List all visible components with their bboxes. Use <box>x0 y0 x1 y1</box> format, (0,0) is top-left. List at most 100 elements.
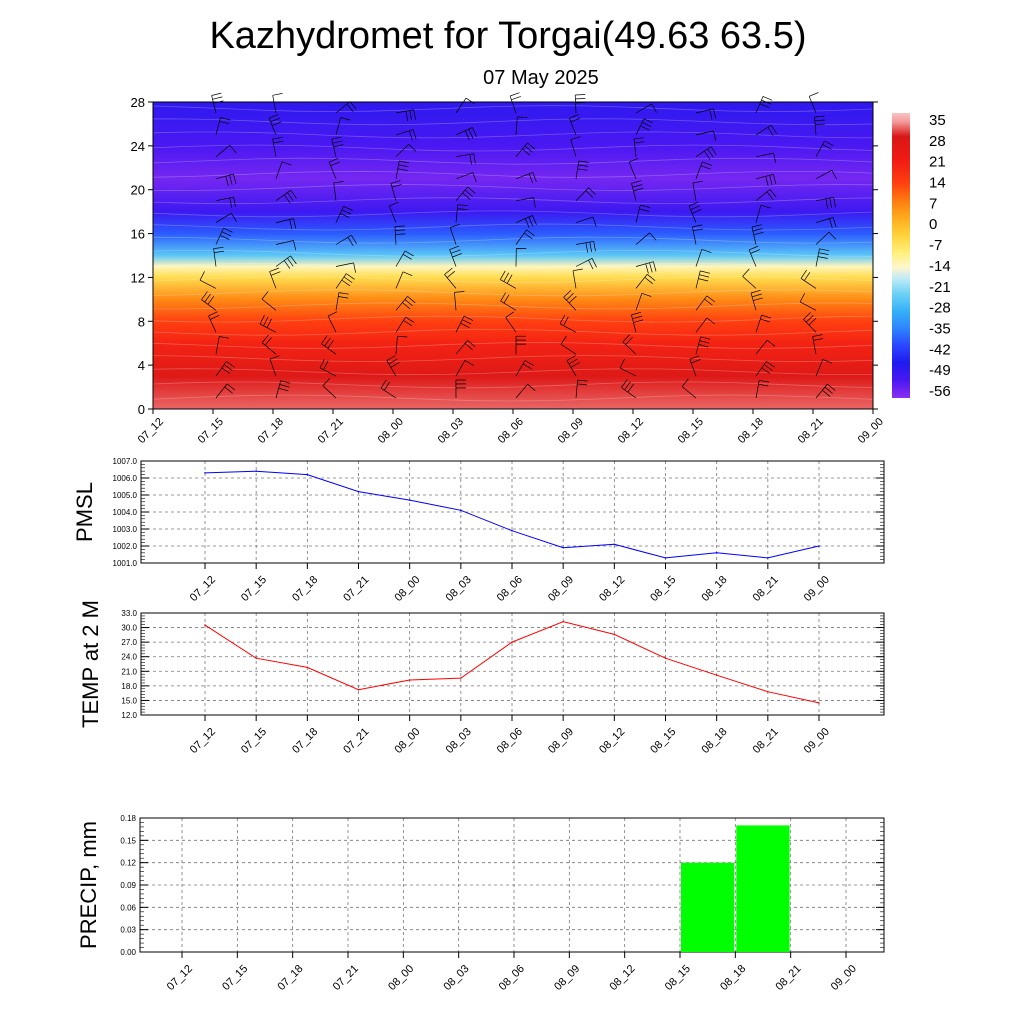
wind-barb <box>695 161 712 179</box>
wind-barb <box>515 197 536 208</box>
wind-barb <box>268 114 282 136</box>
y-tick-label: 1006.0 <box>113 474 138 483</box>
y-tick-label: 27.0 <box>121 638 137 647</box>
x-tick-label: 07_18 <box>275 963 305 993</box>
wind-barb <box>695 108 717 120</box>
data-point <box>460 509 462 512</box>
y-tick-label: 0.12 <box>120 859 136 868</box>
wind-barb <box>215 117 231 135</box>
wind-barb <box>395 160 410 179</box>
wind-barb <box>395 296 416 311</box>
wind-barb <box>215 336 230 355</box>
wind-barb <box>328 157 340 179</box>
wind-barb <box>269 267 281 289</box>
data-point <box>715 552 718 554</box>
contour-line <box>152 197 874 205</box>
x-tick-label: 08_03 <box>444 574 474 604</box>
wind-barb <box>695 270 711 289</box>
x-tick-label: 08_00 <box>392 574 422 604</box>
wind-barb <box>635 103 657 114</box>
wind-barb <box>509 92 521 114</box>
wind-barb <box>572 268 583 289</box>
y-tick-label: 21.0 <box>121 667 137 676</box>
wind-barb <box>275 189 297 204</box>
wind-barb <box>335 101 357 114</box>
colorbar-label: 21 <box>929 154 946 171</box>
x-tick-label: 07_15 <box>239 574 269 604</box>
wind-barb <box>500 292 517 311</box>
contour-line <box>152 118 874 126</box>
x-tick-label: 07_12 <box>136 416 166 446</box>
wind-barb <box>750 289 763 311</box>
wind-barb <box>515 384 536 399</box>
wind-barb <box>215 227 233 245</box>
wind-barb <box>692 180 703 201</box>
panel-frame <box>140 612 885 716</box>
wind-barb <box>208 311 220 333</box>
x-tick-label: 08_12 <box>616 416 646 446</box>
x-tick-label: 08_15 <box>648 574 678 604</box>
colorbar: 35 28 21 14 7 0 -7 -14 -21 -28 -35 -42 -49 -56 <box>892 112 951 400</box>
wind-barb <box>395 250 414 267</box>
precip-axis-label: PRECIP, mm <box>76 821 101 949</box>
x-tick-label: 08_15 <box>676 416 706 446</box>
precip-bar <box>681 862 735 952</box>
x-tick-label: 07_21 <box>341 726 371 756</box>
wind-barb <box>635 261 657 274</box>
x-tick-label: 08_21 <box>773 963 803 993</box>
x-tick-label: 08_03 <box>444 726 474 756</box>
x-tick-label: 09_00 <box>802 574 832 604</box>
wind-barb <box>695 295 716 311</box>
wind-barb <box>515 229 535 245</box>
y-tick-label: 1005.0 <box>113 491 138 500</box>
data-point <box>204 472 206 474</box>
wind-barb <box>261 334 277 355</box>
y-tick-label: 24 <box>131 139 145 154</box>
wind-barb <box>799 292 817 311</box>
wind-barb <box>575 240 596 253</box>
pmsl-panel: 1001.0 1002.0 1003.0 1004.0 1005.0 1006.0 1007… <box>72 457 885 604</box>
data-point <box>204 624 206 626</box>
wind-barb <box>815 359 833 377</box>
data-point <box>357 490 360 493</box>
data-point <box>715 674 718 676</box>
colorbar-label: -21 <box>929 279 951 296</box>
wind-barb <box>215 212 237 223</box>
wind-barb <box>455 172 477 183</box>
wind-barb <box>335 273 355 289</box>
wind-barb <box>395 129 417 141</box>
wind-barb <box>199 271 217 289</box>
chart-subtitle: 07 May 2025 <box>483 67 599 89</box>
wind-barb <box>395 109 416 122</box>
data-point <box>408 679 411 681</box>
x-tick-label: 08_06 <box>495 726 525 756</box>
y-tick-label: 18.0 <box>121 682 137 691</box>
y-tick-label: 1004.0 <box>113 508 138 517</box>
wind-barb <box>455 204 468 223</box>
y-tick-label: 1003.0 <box>113 525 138 534</box>
x-tick-label: 08_15 <box>663 963 693 993</box>
wind-barb <box>261 291 277 311</box>
data-point <box>664 557 667 559</box>
y-tick-label: 0.09 <box>120 881 136 890</box>
wind-barb <box>455 186 476 201</box>
wind-barb <box>333 181 344 201</box>
wind-barb <box>275 255 297 269</box>
wind-barb <box>395 335 408 355</box>
wind-barb <box>628 157 639 179</box>
wind-barb <box>386 355 400 377</box>
wind-barb <box>566 355 580 377</box>
x-tick-label: 07_18 <box>256 416 286 446</box>
data-point <box>562 546 564 549</box>
wind-barb <box>515 215 537 228</box>
x-tick-label: 08_12 <box>597 574 627 604</box>
wind-barb <box>815 383 836 399</box>
y-tick-label: 30.0 <box>121 624 137 633</box>
data-point <box>511 641 513 643</box>
wind-barb <box>327 311 338 333</box>
wind-barb <box>335 205 353 223</box>
y-tick-label: 28 <box>131 95 145 110</box>
contour-line <box>152 170 874 178</box>
wind-barb <box>444 267 457 289</box>
